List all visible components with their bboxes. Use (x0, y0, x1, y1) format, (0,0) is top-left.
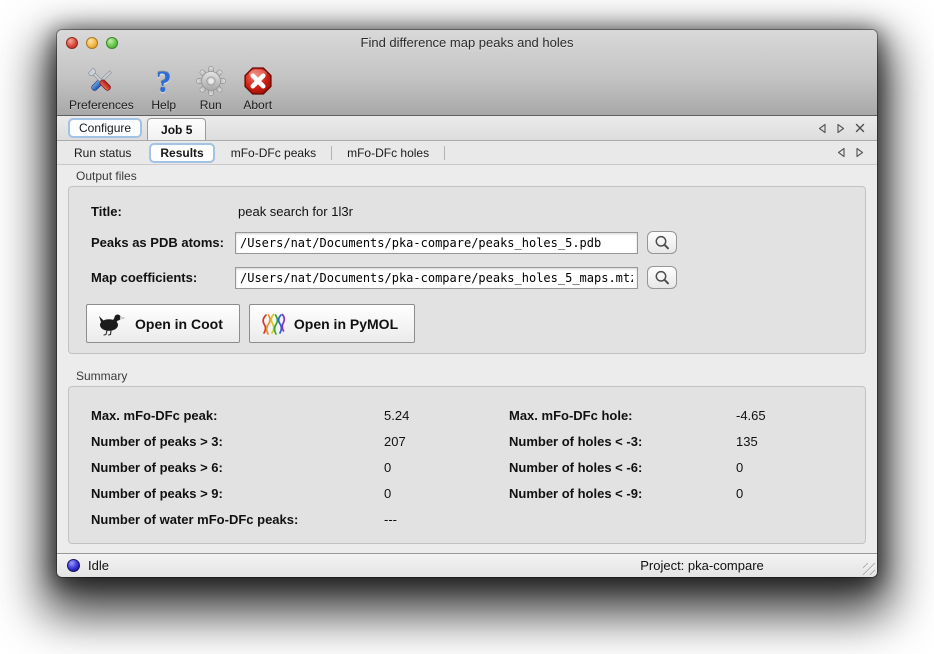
gear-icon (194, 64, 228, 98)
tab-results[interactable]: Results (149, 142, 215, 163)
summary-value: 5.24 (384, 407, 410, 423)
summary-label: Number of holes < -9: (509, 485, 643, 501)
app-window: Find difference map peaks and holes (57, 30, 877, 577)
summary-value: 135 (736, 433, 758, 449)
help-label: Help (151, 98, 177, 112)
summary-value: --- (384, 511, 397, 527)
abort-label: Abort (243, 98, 273, 112)
status-text: Idle (88, 558, 109, 573)
window-title: Find difference map peaks and holes (360, 35, 574, 50)
close-window-button[interactable] (66, 37, 78, 49)
preferences-label: Preferences (69, 98, 134, 112)
output-files-section-label: Output files (76, 169, 137, 183)
summary-label: Number of water mFo-DFc peaks: (91, 511, 299, 527)
run-button[interactable]: Run (194, 64, 228, 112)
secondary-tab-nav (836, 147, 877, 158)
open-buttons-row: Open in Coot Open in PyMOL (86, 304, 865, 343)
map-coefficients-row: Map coefficients: (91, 266, 865, 289)
summary-section-label: Summary (76, 369, 128, 383)
window-chrome: Find difference map peaks and holes (57, 30, 877, 116)
summary-value: 207 (384, 433, 406, 449)
tab-divider (444, 145, 446, 160)
summary-value: 0 (736, 459, 744, 475)
tab-mfo-dfc-peaks[interactable]: mFo-DFc peaks (230, 145, 317, 160)
view-map-file-button[interactable] (647, 266, 677, 289)
summary-label: Max. mFo-DFc hole: (509, 407, 633, 423)
abort-stop-icon (241, 64, 275, 98)
results-pane: Output files Title: peak search for 1l3r… (57, 165, 877, 553)
tab-run-status[interactable]: Run status (74, 145, 132, 160)
project-label: Project: pka-compare (640, 558, 764, 573)
peaks-pdb-path-field[interactable] (235, 231, 638, 254)
open-in-pymol-label: Open in PyMOL (293, 315, 399, 332)
primary-tab-bar: Configure Job 5 (57, 116, 877, 141)
summary-label: Max. mFo-DFc peak: (91, 407, 218, 423)
minimize-window-button[interactable] (86, 37, 98, 49)
open-in-coot-label: Open in Coot (135, 315, 223, 332)
view-peaks-file-button[interactable] (647, 231, 677, 254)
zoom-window-button[interactable] (106, 37, 118, 49)
tab-mfo-dfc-holes[interactable]: mFo-DFc holes (347, 145, 430, 160)
map-coefficients-label: Map coefficients: (91, 270, 198, 285)
tab-job-5[interactable]: Job 5 (147, 118, 207, 140)
resize-grip[interactable] (863, 563, 875, 575)
summary-value: 0 (384, 485, 392, 501)
pymol-ribbon-icon (262, 313, 286, 335)
magnifier-icon (655, 235, 669, 249)
map-coefficients-path-field[interactable] (235, 266, 638, 289)
summary-table: Max. mFo-DFc peak: 5.24 Max. mFo-DFc hol… (91, 402, 865, 532)
abort-button[interactable]: Abort (241, 64, 275, 112)
tools-icon (84, 64, 118, 98)
run-label: Run (199, 98, 222, 112)
open-in-coot-button[interactable]: Open in Coot (86, 304, 240, 343)
subtab-scroll-right-icon[interactable] (855, 147, 865, 158)
magnifier-icon (655, 270, 669, 284)
title-bar[interactable]: Find difference map peaks and holes (57, 30, 877, 56)
tab-close-icon[interactable] (855, 123, 865, 133)
summary-label: Number of peaks > 3: (91, 433, 223, 449)
summary-label: Number of holes < -3: (509, 433, 643, 449)
subtab-scroll-left-icon[interactable] (836, 147, 846, 158)
summary-value: 0 (384, 459, 392, 475)
status-bar: Idle Project: pka-compare (57, 553, 877, 577)
summary-label: Number of peaks > 6: (91, 459, 223, 475)
tab-scroll-right-icon[interactable] (836, 123, 846, 134)
traffic-lights (66, 37, 118, 49)
title-value: peak search for 1l3r (238, 204, 353, 219)
coot-bird-icon (99, 314, 126, 336)
status-orb-icon (67, 559, 80, 572)
tab-divider (331, 145, 333, 160)
summary-label: Number of holes < -6: (509, 459, 643, 475)
secondary-tab-bar: Run status Results mFo-DFc peaks mFo-DFc… (57, 141, 877, 165)
tab-configure[interactable]: Configure (68, 118, 143, 138)
summary-value: 0 (736, 485, 744, 501)
title-row: Title: peak search for 1l3r (91, 204, 865, 219)
peaks-pdb-label: Peaks as PDB atoms: (91, 235, 224, 250)
peaks-pdb-row: Peaks as PDB atoms: (91, 231, 865, 254)
title-label: Title: (91, 204, 122, 219)
open-in-pymol-button[interactable]: Open in PyMOL (248, 304, 416, 343)
tab-scroll-left-icon[interactable] (817, 123, 827, 134)
help-button[interactable]: ? Help (147, 63, 181, 113)
help-question-icon: ? (155, 63, 172, 99)
summary-value: -4.65 (736, 407, 766, 423)
output-files-groupbox: Title: peak search for 1l3r Peaks as PDB… (68, 186, 866, 354)
toolbar: Preferences ? Help (57, 56, 877, 115)
preferences-button[interactable]: Preferences (69, 64, 134, 112)
summary-groupbox: Max. mFo-DFc peak: 5.24 Max. mFo-DFc hol… (68, 386, 866, 544)
summary-label: Number of peaks > 9: (91, 485, 223, 501)
primary-tab-nav (817, 123, 877, 134)
